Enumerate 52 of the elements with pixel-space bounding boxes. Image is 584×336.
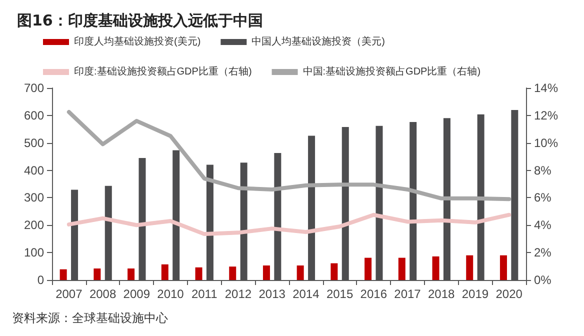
bar (330, 263, 338, 280)
x-tick-label: 2007 (56, 287, 83, 301)
x-tick-label: 2018 (428, 287, 456, 301)
x-tick-label: 2019 (462, 287, 489, 301)
bar (296, 265, 304, 280)
y2-tick-label: 0% (534, 273, 552, 287)
x-tick-label: 2011 (191, 287, 218, 301)
y-tick-label: 100 (24, 246, 44, 260)
bar (466, 255, 474, 280)
bar (161, 264, 168, 280)
x-tick-label: 2016 (360, 287, 388, 301)
bar (262, 265, 270, 280)
bar (195, 267, 202, 280)
y-tick-label: 300 (24, 190, 44, 205)
line-series (66, 212, 512, 236)
y2-tick-label: 12% (534, 108, 558, 122)
y-tick-label: 500 (24, 136, 44, 150)
legend-label: 印度人均基础设施投资(美元) (74, 36, 201, 48)
bar (60, 269, 67, 280)
y2-tick-label: 8% (534, 163, 552, 178)
bar (364, 258, 372, 280)
y-tick-label: 0 (37, 273, 44, 287)
legend-label: 中国:基础设施投资额占GDP比重（右轴) (302, 66, 481, 78)
x-tick-label: 2017 (394, 287, 422, 301)
y2-tick-label: 6% (534, 190, 552, 205)
y-tick-label: 700 (24, 81, 44, 95)
x-tick-label: 2020 (496, 287, 523, 301)
legend-label: 印度:基础设施投资额占GDP比重（右轴) (74, 66, 252, 78)
bar (94, 268, 101, 280)
chart-title: 图16：印度基础设施投入远低于中国 (17, 12, 263, 30)
x-tick-label: 2014 (292, 287, 320, 301)
y2-tick-label: 14% (534, 81, 558, 95)
y2-tick-label: 4% (534, 218, 552, 232)
x-tick-label: 2015 (326, 287, 354, 301)
x-tick-label: 2009 (123, 287, 150, 301)
y2-tick-label: 10% (534, 136, 558, 150)
bar (398, 258, 406, 280)
x-tick-label: 2008 (89, 287, 116, 301)
y-tick-label: 200 (24, 218, 44, 232)
bar (229, 266, 236, 280)
bar (432, 256, 440, 280)
x-tick-label: 2012 (224, 287, 252, 301)
x-tick-label: 2013 (258, 287, 286, 301)
bar (500, 255, 507, 280)
text: 资料来源：全球基础设施中心 (12, 311, 168, 325)
legend-label: 中国人均基础设施投资（美元) (252, 36, 386, 48)
y2-tick-label: 2% (534, 246, 552, 260)
bar (128, 268, 135, 280)
x-tick-label: 2010 (157, 287, 184, 301)
y-tick-label: 400 (24, 163, 44, 178)
line-series (66, 110, 512, 202)
y-tick-label: 600 (24, 108, 44, 122)
